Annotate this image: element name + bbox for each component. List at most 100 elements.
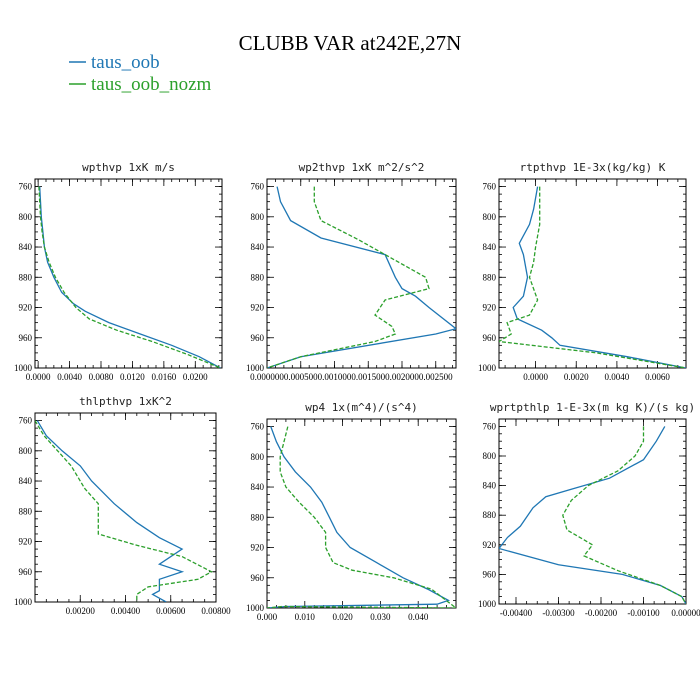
panel-title: wp4 1x(m^4)/(s^4) bbox=[305, 401, 418, 414]
y-tick-label: 1000 bbox=[478, 363, 497, 373]
y-tick-label: 960 bbox=[251, 333, 265, 343]
x-tick-label: 0.0000 bbox=[26, 372, 51, 382]
x-tick-label: 0.00200 bbox=[66, 606, 96, 616]
series-line-taus-oob bbox=[267, 426, 451, 608]
y-tick-label: 960 bbox=[251, 573, 265, 583]
y-tick-label: 760 bbox=[483, 182, 497, 192]
x-tick-label: 0.030 bbox=[370, 612, 391, 622]
x-tick-label: 0.010 bbox=[295, 612, 316, 622]
plot-frame bbox=[34, 412, 217, 603]
y-tick-label: 1000 bbox=[246, 363, 265, 373]
series-line-taus-oob-nozm bbox=[562, 426, 686, 604]
panel-1: wpthvp 1xK m/s76080084088092096010000.00… bbox=[14, 161, 223, 382]
y-tick-label: 880 bbox=[251, 272, 265, 282]
panels: wpthvp 1xK m/s76080084088092096010000.00… bbox=[14, 161, 700, 622]
x-tick-label: -0.00100 bbox=[627, 608, 660, 618]
y-tick-label: 1000 bbox=[478, 599, 497, 609]
y-tick-label: 800 bbox=[483, 451, 497, 461]
y-tick-label: 760 bbox=[19, 182, 33, 192]
y-tick-label: 840 bbox=[251, 242, 265, 252]
panel-title: wpthvp 1xK m/s bbox=[82, 161, 175, 174]
panel-title: thlpthvp 1xK^2 bbox=[79, 395, 172, 408]
legend-label-taus-oob-nozm: taus_oob_nozm bbox=[91, 74, 212, 95]
y-tick-label: 840 bbox=[251, 482, 265, 492]
plot-frame bbox=[498, 418, 687, 605]
legend: taus_oob taus_oob_nozm bbox=[69, 52, 212, 95]
x-tick-label: 0.0040 bbox=[57, 372, 82, 382]
x-tick-label: 0.00400 bbox=[111, 606, 141, 616]
y-tick-label: 880 bbox=[19, 272, 33, 282]
plot-frame bbox=[266, 178, 457, 369]
x-tick-label: 0.0160 bbox=[151, 372, 176, 382]
y-tick-label: 920 bbox=[483, 303, 497, 313]
panel-5: wp4 1x(m^4)/(s^4)76080084088092096010000… bbox=[246, 401, 457, 622]
series-line-taus-oob-nozm bbox=[499, 186, 686, 368]
y-tick-label: 1000 bbox=[14, 597, 33, 607]
y-tick-label: 840 bbox=[19, 242, 33, 252]
y-tick-label: 800 bbox=[483, 212, 497, 222]
y-tick-label: 1000 bbox=[14, 363, 33, 373]
y-tick-label: 960 bbox=[19, 567, 33, 577]
y-tick-label: 920 bbox=[251, 303, 265, 313]
x-tick-label: 0.001500 bbox=[351, 372, 385, 382]
series-line-taus-oob bbox=[39, 186, 221, 368]
panel-title: rtpthvp 1E-3x(kg/kg) K bbox=[520, 161, 666, 174]
y-tick-label: 960 bbox=[19, 333, 33, 343]
plot-frame bbox=[266, 418, 457, 609]
panel-4: thlpthvp 1xK^2 760 800 840 880 920 960 1000 0.00… bbox=[14, 395, 231, 616]
y-tick-label: 960 bbox=[483, 333, 497, 343]
x-tick-label: 0.0020 bbox=[564, 372, 589, 382]
series-line-taus-oob-nozm bbox=[35, 420, 213, 602]
y-tick-label: 840 bbox=[483, 242, 497, 252]
y-tick-label: 800 bbox=[251, 452, 265, 462]
series-line-taus-oob bbox=[499, 426, 686, 604]
y-tick-label: 880 bbox=[483, 510, 497, 520]
x-tick-label: 0.00600 bbox=[156, 606, 186, 616]
legend-label-taus-oob: taus_oob bbox=[91, 52, 160, 73]
x-tick-label: 0.0120 bbox=[120, 372, 145, 382]
x-tick-label: 0.0000 bbox=[523, 372, 548, 382]
y-tick-label: 800 bbox=[251, 212, 265, 222]
panel-title: wp2thvp 1xK m^2/s^2 bbox=[299, 161, 425, 174]
y-tick-label: 880 bbox=[19, 506, 33, 516]
y-tick-label: 840 bbox=[483, 481, 497, 491]
x-tick-label: -0.00300 bbox=[542, 608, 575, 618]
y-tick-label: 920 bbox=[483, 540, 497, 550]
x-tick-label: 0.0080 bbox=[89, 372, 114, 382]
x-tick-label: 0.040 bbox=[408, 612, 429, 622]
plot-frame bbox=[498, 178, 687, 369]
y-tick-label: 920 bbox=[19, 303, 33, 313]
series-line-taus-oob-nozm bbox=[38, 186, 221, 368]
y-tick-label: 800 bbox=[19, 446, 33, 456]
y-tick-label: 760 bbox=[19, 416, 33, 426]
x-tick-label: 0.00000 bbox=[671, 608, 700, 618]
x-tick-label: -0.00400 bbox=[500, 608, 533, 618]
series-line-taus-oob bbox=[512, 186, 686, 368]
x-tick-label: 0.0060 bbox=[645, 372, 670, 382]
y-tick-label: 920 bbox=[19, 537, 33, 547]
y-tick-label: 840 bbox=[19, 476, 33, 486]
x-tick-label: -0.00200 bbox=[585, 608, 618, 618]
x-tick-label: 0.0040 bbox=[605, 372, 630, 382]
panel-3: rtpthvp 1E-3x(kg/kg) K 760 800 840 880 920 960… bbox=[478, 161, 687, 382]
x-tick-label: 0.001000 bbox=[318, 372, 352, 382]
y-tick-label: 760 bbox=[483, 421, 497, 431]
x-tick-label: 0.00800 bbox=[201, 606, 231, 616]
y-tick-label: 960 bbox=[483, 569, 497, 579]
x-tick-label: 0.002500 bbox=[419, 372, 453, 382]
figure-title: CLUBB VAR at242E,27N bbox=[239, 31, 462, 55]
y-tick-label: 920 bbox=[251, 543, 265, 553]
y-tick-label: 800 bbox=[19, 212, 33, 222]
y-tick-label: 760 bbox=[251, 182, 265, 192]
series-line-taus-oob-nozm bbox=[267, 186, 430, 368]
x-tick-label: 0.020 bbox=[332, 612, 353, 622]
x-tick-label: 0.000000 bbox=[250, 372, 284, 382]
panel-title: wprtpthlp 1-E-3x(m kg K)/(s kg) bbox=[490, 401, 695, 414]
y-tick-label: 880 bbox=[483, 272, 497, 282]
plot-frame bbox=[34, 178, 223, 369]
x-tick-label: 0.002000 bbox=[385, 372, 419, 382]
x-tick-label: 0.000 bbox=[257, 612, 278, 622]
x-tick-label: 0.0200 bbox=[183, 372, 208, 382]
